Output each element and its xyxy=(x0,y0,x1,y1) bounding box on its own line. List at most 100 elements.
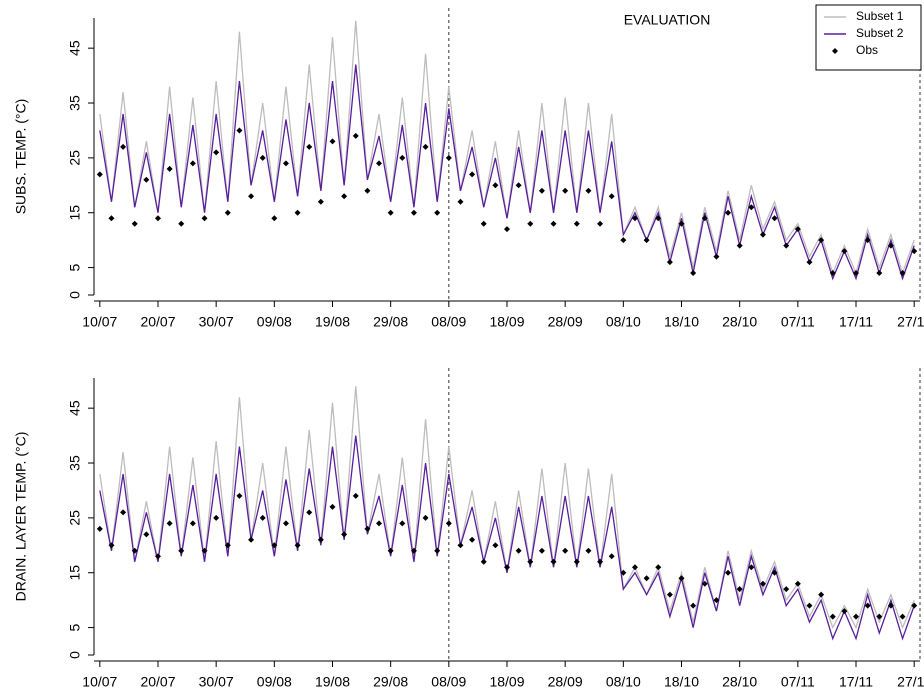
obs-point xyxy=(573,558,580,565)
obs-point xyxy=(271,542,278,549)
obs-point xyxy=(201,215,208,222)
obs-point xyxy=(911,602,918,609)
y-tick-label: 0 xyxy=(67,291,83,299)
legend-label: Subset 1 xyxy=(856,9,904,23)
obs-point xyxy=(376,160,383,167)
obs-point xyxy=(818,237,825,244)
obs-point xyxy=(504,564,510,571)
obs-point xyxy=(899,613,906,620)
y-tick-label: 35 xyxy=(67,95,83,111)
obs-point xyxy=(224,209,231,216)
obs-point xyxy=(96,171,103,178)
obs-point xyxy=(341,193,348,200)
obs-point xyxy=(457,542,464,549)
obs-point xyxy=(224,542,231,549)
obs-point xyxy=(550,558,557,565)
x-tick-label: 28/10 xyxy=(722,674,757,690)
obs-point xyxy=(236,127,243,134)
obs-point xyxy=(631,564,638,571)
obs-point xyxy=(876,270,883,277)
y-tick-label: 15 xyxy=(67,565,83,581)
obs-point xyxy=(713,253,720,260)
x-tick-label: 08/09 xyxy=(431,314,466,330)
y-tick-label: 25 xyxy=(67,510,83,526)
obs-point xyxy=(236,492,243,499)
y-axis-label: DRAIN. LAYER TEMP. (°C) xyxy=(13,432,29,602)
obs-point xyxy=(410,209,417,216)
obs-point xyxy=(527,558,534,565)
legend-label: Obs xyxy=(856,43,878,57)
obs-point xyxy=(887,602,894,609)
y-tick-label: 45 xyxy=(67,40,83,56)
obs-point xyxy=(794,580,801,587)
obs-point xyxy=(829,270,836,277)
obs-point xyxy=(294,209,301,216)
obs-point xyxy=(515,547,522,554)
obs-point xyxy=(725,569,732,576)
obs-point xyxy=(783,586,790,593)
obs-point xyxy=(410,547,417,554)
annotation: EVALUATION xyxy=(624,12,711,28)
obs-point xyxy=(387,209,394,216)
y-tick-label: 5 xyxy=(67,623,83,631)
obs-point xyxy=(643,575,650,582)
obs-point xyxy=(620,237,627,244)
obs-point xyxy=(131,547,138,554)
obs-point xyxy=(666,591,673,598)
obs-point xyxy=(794,226,801,233)
x-tick-label: 29/08 xyxy=(373,674,408,690)
obs-point xyxy=(538,547,545,554)
obs-point xyxy=(480,220,487,227)
x-tick-label: 18/09 xyxy=(489,314,524,330)
obs-point xyxy=(154,215,161,222)
obs-point xyxy=(620,569,627,576)
obs-point xyxy=(678,220,685,227)
obs-point xyxy=(96,525,103,532)
obs-point xyxy=(527,220,534,227)
x-tick-label: 18/10 xyxy=(664,674,699,690)
obs-point xyxy=(306,143,313,150)
legend-label: Subset 2 xyxy=(856,26,904,40)
obs-point xyxy=(759,580,766,587)
obs-point xyxy=(911,248,918,255)
obs-point xyxy=(655,564,662,571)
obs-point xyxy=(748,564,755,571)
obs-point xyxy=(434,547,441,554)
obs-point xyxy=(120,143,127,150)
obs-point xyxy=(585,187,592,194)
obs-point xyxy=(748,204,755,211)
y-tick-label: 0 xyxy=(67,651,83,659)
obs-point xyxy=(154,553,161,560)
obs-point xyxy=(597,220,604,227)
obs-point xyxy=(364,525,371,532)
obs-point xyxy=(399,520,406,527)
obs-point xyxy=(178,547,185,554)
x-tick-label: 18/09 xyxy=(489,674,524,690)
obs-point xyxy=(608,193,615,200)
x-tick-label: 19/08 xyxy=(315,674,350,690)
obs-point xyxy=(701,215,708,222)
obs-point xyxy=(108,542,115,549)
x-tick-label: 17/11 xyxy=(839,314,873,330)
obs-point xyxy=(248,536,255,543)
legend-box xyxy=(815,4,922,71)
obs-point xyxy=(597,558,604,565)
obs-point xyxy=(736,586,743,593)
x-tick-label: 19/08 xyxy=(315,314,350,330)
obs-point xyxy=(189,160,196,167)
obs-point xyxy=(271,215,278,222)
obs-point xyxy=(713,597,720,604)
obs-point xyxy=(608,553,615,560)
x-tick-label: 09/08 xyxy=(257,314,292,330)
obs-point xyxy=(853,613,860,620)
obs-point xyxy=(248,193,255,200)
obs-point xyxy=(457,198,464,205)
series-line xyxy=(99,386,915,630)
obs-point xyxy=(259,514,266,521)
obs-point xyxy=(143,176,150,183)
x-tick-label: 30/07 xyxy=(199,674,234,690)
obs-point xyxy=(504,226,510,233)
legend-swatch xyxy=(832,48,838,54)
obs-point xyxy=(771,215,778,222)
x-tick-label: 07/11 xyxy=(781,674,815,690)
